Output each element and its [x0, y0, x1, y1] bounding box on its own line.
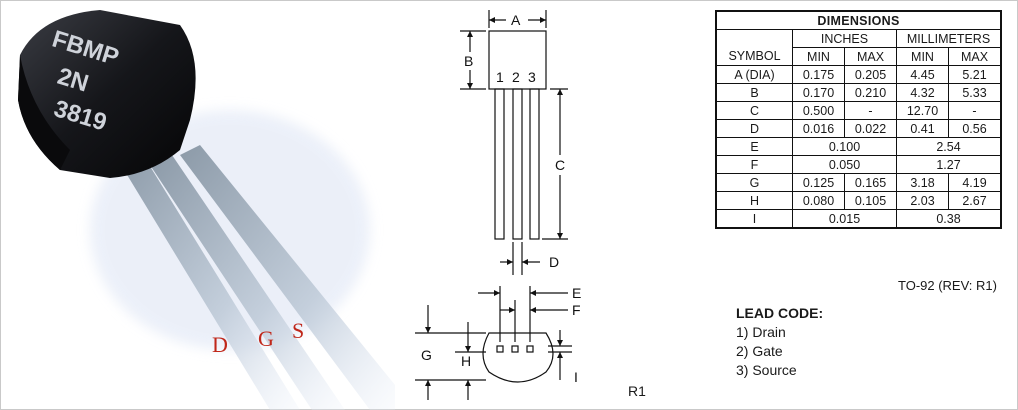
dim-label-d: D	[549, 254, 559, 270]
symbol-header-spacer	[715, 29, 793, 48]
table-row: H 0.080 0.105 2.03 2.67	[715, 191, 1002, 210]
package-drawing: A B C D E F G H I 1 2 3	[415, 10, 581, 400]
dim-label-h: H	[461, 353, 471, 369]
row-in-min: 0.500	[792, 101, 845, 120]
row-mm-min: 2.03	[896, 191, 949, 210]
dim-label-c: C	[555, 157, 565, 173]
row-in-nominal: 0.050	[792, 155, 897, 174]
row-mm-max: 2.67	[948, 191, 1002, 210]
row-in-min: 0.175	[792, 65, 845, 84]
lead-letter-d: D	[212, 332, 228, 357]
table-row: F 0.050 1.27	[715, 155, 1002, 174]
table-row: D 0.016 0.022 0.41 0.56	[715, 119, 1002, 138]
dim-label-i: I	[574, 369, 578, 385]
revision-mark: R1	[628, 383, 646, 399]
lead-2	[512, 88, 523, 240]
row-in-min: 0.016	[792, 119, 845, 138]
table-row: B 0.170 0.210 4.32 5.33	[715, 83, 1002, 102]
row-in-max: 0.022	[844, 119, 897, 138]
table-row: E 0.100 2.54	[715, 137, 1002, 156]
row-mm-min: 3.18	[896, 173, 949, 192]
row-symbol: I	[715, 209, 793, 229]
table-row: A (DIA) 0.175 0.205 4.45 5.21	[715, 65, 1002, 84]
inches-header: INCHES	[792, 29, 897, 48]
lead-code-item: 2) Gate	[736, 343, 783, 359]
inches-max-header: MAX	[844, 47, 897, 66]
lead-code: LEAD CODE: 1) Drain 2) Gate 3) Source	[736, 304, 823, 380]
row-symbol: H	[715, 191, 793, 210]
row-in-max: 0.105	[844, 191, 897, 210]
row-mm-min: 0.41	[896, 119, 949, 138]
table-row: G 0.125 0.165 3.18 4.19	[715, 173, 1002, 192]
lead-letter-s: S	[292, 318, 305, 343]
row-mm-nominal: 0.38	[896, 209, 1002, 229]
lead-1	[494, 88, 505, 240]
row-symbol: C	[715, 101, 793, 120]
table-row: I 0.015 0.38	[715, 209, 1002, 229]
millimeters-header: MILLIMETERS	[896, 29, 1002, 48]
row-mm-max: 5.21	[948, 65, 1002, 84]
row-mm-max: 4.19	[948, 173, 1002, 192]
dimensions-table: DIMENSIONS INCHES MILLIMETERS SYMBOL MIN…	[715, 10, 1002, 229]
row-mm-max: -	[948, 101, 1002, 120]
row-symbol: D	[715, 119, 793, 138]
row-mm-min: 4.45	[896, 65, 949, 84]
row-in-min: 0.170	[792, 83, 845, 102]
row-mm-max: 5.33	[948, 83, 1002, 102]
row-in-max: -	[844, 101, 897, 120]
dim-label-b: B	[464, 53, 473, 69]
symbol-header: SYMBOL	[715, 47, 793, 66]
table-row: C 0.500 - 12.70 -	[715, 101, 1002, 120]
lead-code-item: 3) Source	[736, 362, 797, 378]
revision-note: TO-92 (REV: R1)	[898, 278, 997, 293]
pin-number-1: 1	[496, 69, 504, 85]
row-in-min: 0.080	[792, 191, 845, 210]
row-symbol: G	[715, 173, 793, 192]
lead-3	[529, 88, 540, 240]
row-in-max: 0.205	[844, 65, 897, 84]
row-symbol: A (DIA)	[715, 65, 793, 84]
inches-min-header: MIN	[792, 47, 845, 66]
row-in-max: 0.210	[844, 83, 897, 102]
transistor-photo: FBMP 2N 3819	[18, 10, 395, 410]
lead-code-item: 1) Drain	[736, 324, 786, 340]
dim-label-e: E	[572, 285, 581, 301]
row-in-nominal: 0.100	[792, 137, 897, 156]
row-mm-min: 4.32	[896, 83, 949, 102]
table-title: DIMENSIONS	[715, 10, 1002, 30]
pin-number-2: 2	[512, 69, 520, 85]
row-mm-nominal: 2.54	[896, 137, 1002, 156]
row-symbol: F	[715, 155, 793, 174]
lead-code-heading: LEAD CODE:	[736, 305, 824, 321]
mm-max-header: MAX	[948, 47, 1002, 66]
row-symbol: B	[715, 83, 793, 102]
row-in-nominal: 0.015	[792, 209, 897, 229]
bottom-view-outline	[482, 332, 554, 383]
row-mm-nominal: 1.27	[896, 155, 1002, 174]
mm-min-header: MIN	[896, 47, 949, 66]
row-mm-max: 0.56	[948, 119, 1002, 138]
row-symbol: E	[715, 137, 793, 156]
lead-letter-g: G	[258, 326, 274, 351]
pin-number-3: 3	[528, 69, 536, 85]
row-in-max: 0.165	[844, 173, 897, 192]
dim-label-f: F	[572, 302, 581, 318]
row-mm-min: 12.70	[896, 101, 949, 120]
dim-label-a: A	[511, 12, 521, 28]
dim-label-g: G	[421, 347, 432, 363]
row-in-min: 0.125	[792, 173, 845, 192]
